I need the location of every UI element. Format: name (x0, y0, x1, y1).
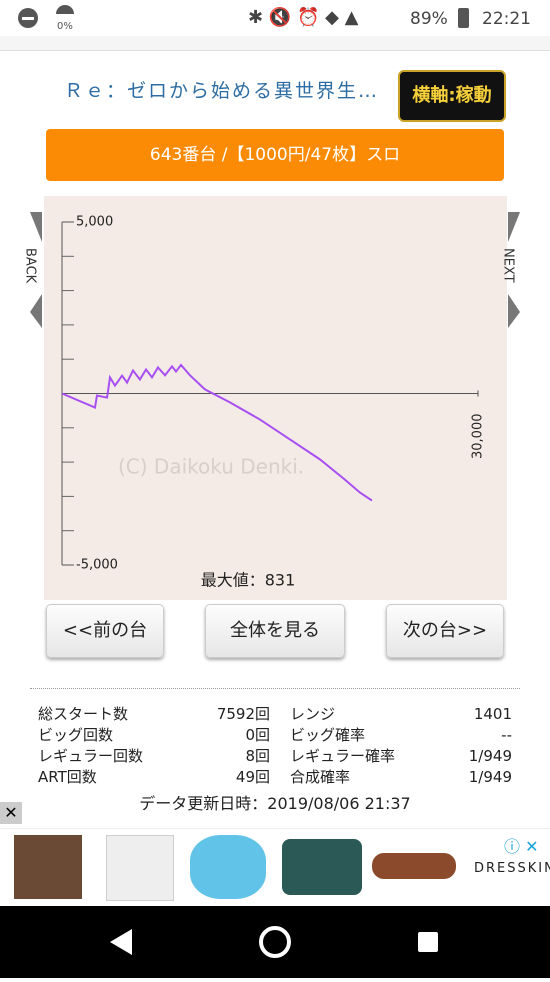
stats-cell: ビッグ回数 (38, 726, 114, 744)
status-bar: 0% ✱ 🔇 ⏰ ◆ ▲ 89% 22:21 (0, 0, 550, 36)
chart: BACK NEXT (C) Daikoku Denki. 5,000 -5,000 3… (23, 196, 520, 600)
all-button[interactable]: 全体を見る (205, 604, 345, 658)
status-icons-text: ✱ 🔇 ⏰ ◆ ▲ (248, 6, 359, 28)
time: 22:21 (482, 9, 531, 29)
status-icons: 0% ✱ 🔇 ⏰ ◆ ▲ 89% 22:21 (18, 5, 531, 32)
ad-brand: DRESSKIN (474, 861, 550, 876)
signal-text: 0% (57, 21, 73, 32)
max-label: 最大値：831 (201, 571, 296, 590)
machine-bar: 643番台 /【1000円/47枚】スロ (46, 129, 504, 181)
stats-cell: 7592回 (216, 705, 270, 723)
ad-banner[interactable]: DRESSKIN ⓘ ✕ (0, 828, 550, 907)
stats-cell: レギュラー回数 (38, 747, 144, 765)
battery-icon (458, 8, 469, 28)
stats-cell: ART回数 (38, 768, 97, 786)
ad-image (372, 853, 456, 879)
next-label[interactable]: NEXT (501, 248, 516, 283)
stats-row: ビッグ回数 0回 ビッグ確率 -- (38, 725, 512, 746)
stats-cell: ビッグ確率 (290, 726, 366, 744)
dnd-bar (22, 17, 34, 20)
ad-image (14, 835, 82, 899)
nav-recent[interactable] (418, 932, 438, 952)
nav-bar (0, 906, 550, 978)
stats-cell: 1401 (473, 705, 512, 723)
back-arrow[interactable] (30, 212, 42, 328)
cloud-icon (56, 5, 74, 14)
stats-cell: 合成確率 (290, 768, 351, 786)
ad-image (106, 835, 174, 901)
stats-cell: 1/949 (468, 747, 512, 765)
y-tick-label: -5,000 (76, 558, 118, 573)
nav-icons (110, 926, 438, 958)
stats-cell: 49回 (235, 768, 270, 786)
nav-back[interactable] (110, 929, 132, 955)
ad-close[interactable]: ✕ (0, 802, 22, 824)
chart-bg (44, 196, 507, 600)
line (61, 363, 373, 502)
next-button[interactable]: 次の台>> (386, 604, 504, 658)
divider (30, 688, 520, 689)
tab-strip (0, 36, 550, 51)
y-tick-label: 5,000 (76, 215, 113, 230)
stats-row: レギュラー回数 8回 レギュラー確率 1/949 (38, 746, 512, 767)
stats-row: 総スタート数 7592回 レンジ 1401 (38, 704, 512, 725)
stats-cell: レンジ (290, 705, 336, 723)
page-title: Ｒｅ：ゼロから始める異世界生… (64, 80, 380, 102)
battery-text: 89% (410, 9, 448, 29)
updated: データ更新日時：2019/08/06 21:37 (139, 794, 411, 813)
stats-cell: -- (501, 726, 512, 744)
back-label[interactable]: BACK (23, 248, 38, 284)
prev-button[interactable]: <<前の台 (46, 604, 164, 658)
ad-info[interactable]: ⓘ ✕ (504, 837, 539, 856)
x-tick-label: 30,000 (471, 414, 486, 460)
ad-image (190, 835, 266, 899)
axis-button[interactable]: 横軸:稼動 (398, 70, 506, 122)
next-arrow[interactable] (508, 212, 520, 328)
watermark: (C) Daikoku Denki. (118, 455, 304, 479)
stats-cell: 総スタート数 (38, 705, 129, 723)
stats-cell: 8回 (245, 747, 270, 765)
ad-image (282, 839, 362, 895)
stats-cell: レギュラー確率 (290, 747, 396, 765)
stats-cell: 0回 (245, 726, 270, 744)
nav-home[interactable] (259, 926, 291, 958)
stats-row: ART回数 49回 合成確率 1/949 (38, 767, 512, 788)
stats-cell: 1/949 (468, 768, 512, 786)
